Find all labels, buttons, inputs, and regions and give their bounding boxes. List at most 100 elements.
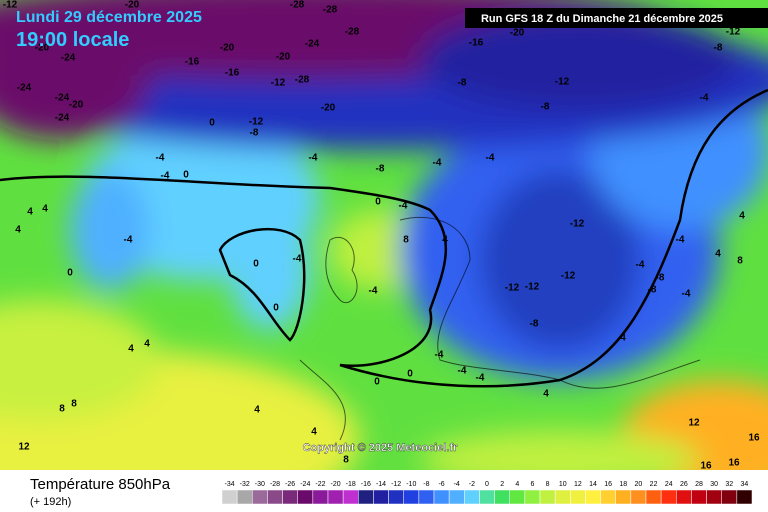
colorbar-swatch <box>539 489 556 505</box>
colorbar-swatch <box>388 489 404 505</box>
map-label: -4 <box>682 289 691 300</box>
map-label: 4 <box>27 207 33 218</box>
map-label: 0 <box>374 377 380 388</box>
map-label: 4 <box>144 339 150 350</box>
map-label: -12 <box>525 282 540 293</box>
date-label: Lundi 29 décembre 2025 <box>16 9 202 26</box>
colorbar-swatch <box>630 489 647 505</box>
colorbar-swatch <box>221 489 238 505</box>
colorbar-label: 6 <box>530 481 534 488</box>
footer-lead: (+ 192h) <box>30 496 71 508</box>
map-label: 8 <box>343 455 349 466</box>
map-label: -4 <box>161 171 170 182</box>
colorbar-swatch <box>342 489 359 505</box>
map-label: -20 <box>69 100 84 111</box>
colorbar-swatch <box>448 489 465 505</box>
map-label: -20 <box>321 103 336 114</box>
map-label: -4 <box>435 350 444 361</box>
colorbar-label: 10 <box>559 481 567 488</box>
map-label: -20 <box>125 0 140 11</box>
colorbar-swatch <box>312 489 329 505</box>
colorbar-swatch <box>660 489 677 505</box>
colorbar-swatch <box>297 489 314 505</box>
map-label: -4 <box>399 201 408 212</box>
map-label: -4 <box>700 93 709 104</box>
map-label: -16 <box>469 38 484 49</box>
map-label: -28 <box>290 0 305 11</box>
colorbar-label: 4 <box>515 481 519 488</box>
map-label: -12 <box>570 219 585 230</box>
map-label: 0 <box>67 268 73 279</box>
map-label: -24 <box>17 83 32 94</box>
colorbar-label: 20 <box>635 481 643 488</box>
map-label: -16 <box>225 68 240 79</box>
colorbar-swatch <box>327 489 344 505</box>
colorbar-swatch <box>267 489 283 505</box>
map-label: 8 <box>403 235 409 246</box>
map-label: -4 <box>156 153 165 164</box>
colorbar-label: -8 <box>423 481 429 488</box>
colorbar-label: 22 <box>650 481 658 488</box>
colorbar-label: 18 <box>619 481 627 488</box>
colorbar-label: -18 <box>346 481 356 488</box>
colorbar-swatch <box>585 489 601 505</box>
map-label: -8 <box>648 285 657 296</box>
colorbar-swatch <box>464 489 480 505</box>
map-label: 16 <box>728 458 740 469</box>
map-label: 8 <box>59 404 65 415</box>
map-label: 4 <box>442 235 448 246</box>
colorbar-label: -20 <box>331 481 341 488</box>
map-label: -16 <box>185 57 200 68</box>
colorbar-swatch <box>494 489 510 505</box>
map-label: -20 <box>220 43 235 54</box>
colorbar-label: 32 <box>725 481 733 488</box>
colorbar-label: -32 <box>240 481 250 488</box>
map-label: 12 <box>688 418 700 429</box>
zero-isotherm <box>0 88 768 388</box>
colorbar-swatch <box>479 489 495 505</box>
map-label: 0 <box>183 170 189 181</box>
map-label: -4 <box>309 153 318 164</box>
map-label: -24 <box>55 113 70 124</box>
colorbar-label: -14 <box>376 481 386 488</box>
colorbar-label: -34 <box>225 481 235 488</box>
colorbar-label: 16 <box>604 481 612 488</box>
colorbar-label: -6 <box>438 481 444 488</box>
map-label: -8 <box>656 273 665 284</box>
map-label: -20 <box>35 43 50 54</box>
colorbar-swatch <box>509 489 526 505</box>
colorbar-swatch <box>358 489 374 505</box>
map-label: -12 <box>505 283 520 294</box>
map-label: -12 <box>555 77 570 88</box>
colorbar-label: -30 <box>255 481 265 488</box>
colorbar-swatch <box>721 489 738 505</box>
map-label: 4 <box>254 405 260 416</box>
map-label: 16 <box>700 461 712 472</box>
colorbar-label: 26 <box>680 481 688 488</box>
colorbar-label: 8 <box>546 481 550 488</box>
map-label: 4 <box>739 211 745 222</box>
colorbar-swatch <box>403 489 420 505</box>
colorbar-label: 30 <box>710 481 718 488</box>
map-label: -8 <box>376 164 385 175</box>
map-label: -4 <box>433 158 442 169</box>
map-label: 0 <box>407 369 413 380</box>
map-label: 4 <box>311 427 317 438</box>
map-label: -20 <box>510 28 525 39</box>
colorbar-swatch <box>676 489 692 505</box>
map-label: 12 <box>18 442 30 453</box>
map-label: -4 <box>676 235 685 246</box>
colorbar-label: 34 <box>741 481 749 488</box>
map-label: -8 <box>530 319 539 330</box>
map-label: 16 <box>748 433 760 444</box>
map-label: -8 <box>458 78 467 89</box>
map-label: -8 <box>541 102 550 113</box>
colorbar-swatch <box>645 489 662 505</box>
map-label: -12 <box>3 0 18 11</box>
colorbar-label: -26 <box>285 481 295 488</box>
colorbar-label: -28 <box>270 481 280 488</box>
map-label: -24 <box>55 93 70 104</box>
map-label: -12 <box>726 27 741 38</box>
